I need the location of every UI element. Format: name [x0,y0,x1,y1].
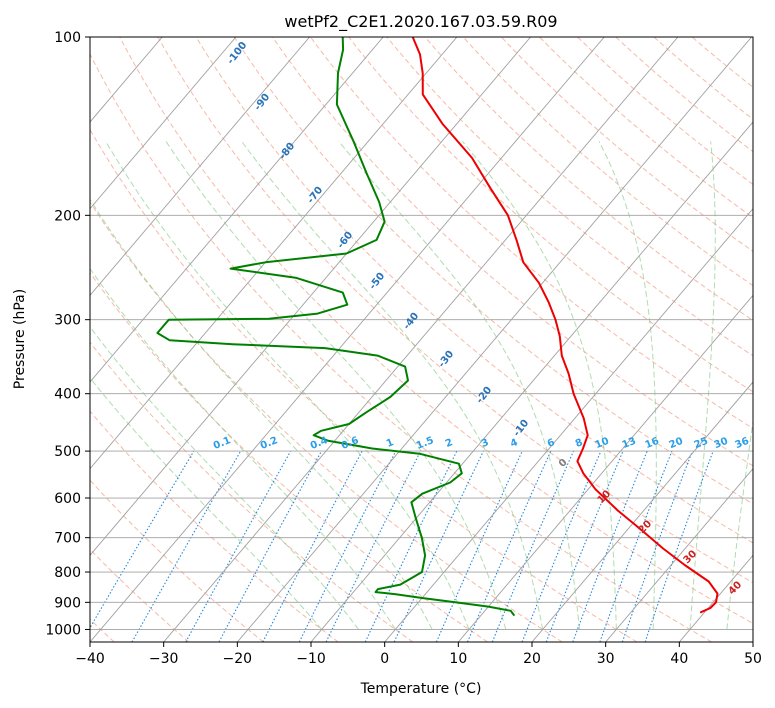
x-tick-label: −40 [75,651,105,667]
y-tick-label: 1000 [45,622,81,638]
mixing-ratio-line [599,450,673,642]
isotherm [90,37,605,642]
moist-adiabat [689,141,716,630]
mixing-ratio-label: 30 [713,436,730,451]
dry-adiabat [462,37,753,287]
dry-adiabat [90,201,563,642]
dry-adiabat [310,37,753,430]
mixing-ratio-label: 3 [480,437,491,450]
x-tick-label: 40 [670,651,688,667]
y-tick-label: 500 [54,444,81,460]
sounding-profiles [156,37,719,616]
plot-area [90,37,753,642]
moist-adiabat [338,140,580,630]
plot-frame [89,36,754,643]
axes: −40 −30 −20 −10 0 10 20 30 40 50 100 200 300 400 500 60… [45,30,762,667]
mixing-ratio-label: 25 [693,436,710,451]
dry-adiabat [90,271,488,642]
dry-adiabat [90,479,264,642]
dry-adiabat [271,37,753,467]
chart-title: wetPf2_C2E1.2020.167.03.59.R09 [284,12,557,32]
y-axis-label: Pressure (hPa) [12,289,28,389]
mixing-ratio-line [185,450,292,642]
background-lines [90,37,753,642]
mixing-ratio-label: 10 [594,436,611,451]
mixing-ratio-label: 4 [509,437,520,450]
x-axis-label: Temperature (°C) [360,681,482,697]
isotherm [90,37,458,470]
mixing-ratio-label: 13 [621,436,638,451]
mixing-ratio-line [262,450,363,642]
dry-adiabat [90,410,339,642]
dry-adiabat [424,37,753,322]
mixing-ratio-line [218,450,322,642]
mixing-ratio-line [545,450,624,642]
isotherm [384,207,753,642]
y-tick-label: 200 [54,208,81,224]
mixing-ratio-line [435,450,523,642]
moist-adiabat [462,140,617,630]
isotherm [163,37,679,642]
mixing-ratio-line [521,450,602,642]
isotherm [236,37,752,642]
mixing-ratio-line [644,450,714,642]
temperature-profile-line [411,37,719,614]
isotherm [90,37,531,557]
mixing-ratio-line [572,450,648,642]
isotherm [90,37,310,297]
mixing-ratio-label: 2 [444,437,455,450]
x-tick-label: 0 [380,651,389,667]
mixing-ratio-label: 6 [546,437,557,450]
mixing-ratio-line [364,450,458,642]
y-tick-label: 400 [54,387,81,403]
moist-adiabat [241,141,544,630]
mixing-ratio-line [466,450,552,642]
mixing-ratio-label: 36 [734,436,751,451]
moist-adiabat [90,267,396,630]
dewpoint-profile-line [156,37,515,616]
dry-adiabat [90,128,638,642]
x-tick-label: 10 [449,651,467,667]
x-tick-label: 50 [744,651,762,667]
y-tick-label: 900 [54,595,81,611]
dry-adiabat [233,37,753,505]
mixing-ratio-line [298,450,397,642]
mixing-ratio-label: 8 [574,437,585,450]
moist-adiabat [726,418,753,630]
moist-adiabat [90,326,359,630]
moist-adiabat [598,141,657,630]
dry-adiabat [119,37,753,624]
y-tick-label: 800 [54,565,81,581]
moist-adiabat [90,198,433,630]
isotherm [605,467,753,642]
isotherm [90,37,384,383]
x-tick-label: −30 [149,651,179,667]
isotherm [310,121,753,642]
dry-adiabat [90,53,712,642]
y-tick-label: 100 [54,30,81,46]
y-tick-label: 300 [54,313,81,329]
dry-adiabat [157,37,753,584]
mixing-ratio-line [325,450,422,642]
isotherm [531,381,753,642]
mixing-ratio-label: 1 [385,437,396,450]
isotherm [457,294,753,642]
moist-adiabat [105,141,470,630]
x-tick-label: 30 [597,651,615,667]
x-tick-label: 20 [523,651,541,667]
moist-adiabat [165,141,507,630]
mixing-ratio-label: 20 [668,436,685,451]
isotherm [90,37,237,210]
x-tick-label: −20 [223,651,253,667]
dry-adiabat [386,37,753,357]
mixing-ratio-line [621,450,693,642]
y-tick-label: 600 [54,491,81,507]
y-tick-label: 700 [54,531,81,547]
x-tick-label: −10 [296,651,326,667]
mixing-ratio-label: 16 [644,436,661,451]
